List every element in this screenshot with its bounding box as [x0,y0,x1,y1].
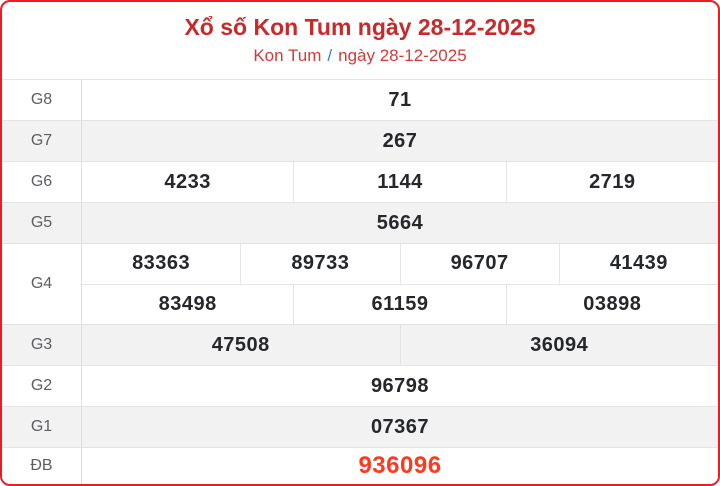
prize-number: 83498 [158,292,217,315]
table-row-g4: G4 83363 89733 96707 41439 83498 61159 0… [2,243,718,324]
page-title: Xổ số Kon Tum ngày 28-12-2025 [184,14,536,41]
prize-number: 83363 [132,252,191,275]
breadcrumb-province-link[interactable]: Kon Tum [253,45,322,65]
prize-number: 07367 [370,415,430,438]
prize-number: 61159 [293,284,505,324]
prize-number: 2719 [505,162,718,202]
prize-number: 5664 [376,211,424,234]
table-row-db: ĐB 936096 [2,447,718,484]
results-header: Xổ số Kon Tum ngày 28-12-2025 Kon Tum / … [2,2,718,79]
table-row-g6: G6 4233 1144 2719 [2,161,718,202]
table-row-g7: G7 267 [2,120,718,161]
prize-label-g4: G4 [2,244,82,324]
prize-number: 41439 [558,244,718,284]
prize-label-g1: G1 [2,407,82,447]
table-row-g2: G2 96798 [2,365,718,406]
prize-number: 96798 [370,374,430,397]
prize-number: 03898 [505,284,718,324]
prize-number: 1144 [293,162,505,202]
prize-number: 4233 [164,170,211,193]
table-row-g8: G8 71 [2,79,718,120]
breadcrumb-separator: / [327,45,333,65]
table-row-g3: G3 47508 36094 [2,324,718,365]
prize-label-g7: G7 [2,121,82,161]
table-row-g1: G1 07367 [2,406,718,447]
prize-table: G8 71 G7 267 G6 4233 1144 2719 G5 5664 [2,79,718,484]
prize-label-g6: G6 [2,162,82,202]
breadcrumb: Kon Tum / ngày 28-12-2025 [253,46,466,66]
prize-label-g2: G2 [2,366,82,406]
breadcrumb-date-link[interactable]: ngày 28-12-2025 [338,45,467,65]
prize-number: 267 [382,129,418,152]
prize-number: 96707 [399,244,559,284]
table-row-g5: G5 5664 [2,202,718,243]
prize-label-g3: G3 [2,325,82,365]
prize-number: 89733 [240,244,399,284]
prize-label-db: ĐB [2,448,82,484]
prize-number: 36094 [399,325,719,365]
prize-label-g5: G5 [2,203,82,243]
prize-number: 71 [388,88,412,111]
prize-label-g8: G8 [2,80,82,120]
special-prize-number: 936096 [358,452,442,479]
prize-number: 47508 [211,333,270,356]
